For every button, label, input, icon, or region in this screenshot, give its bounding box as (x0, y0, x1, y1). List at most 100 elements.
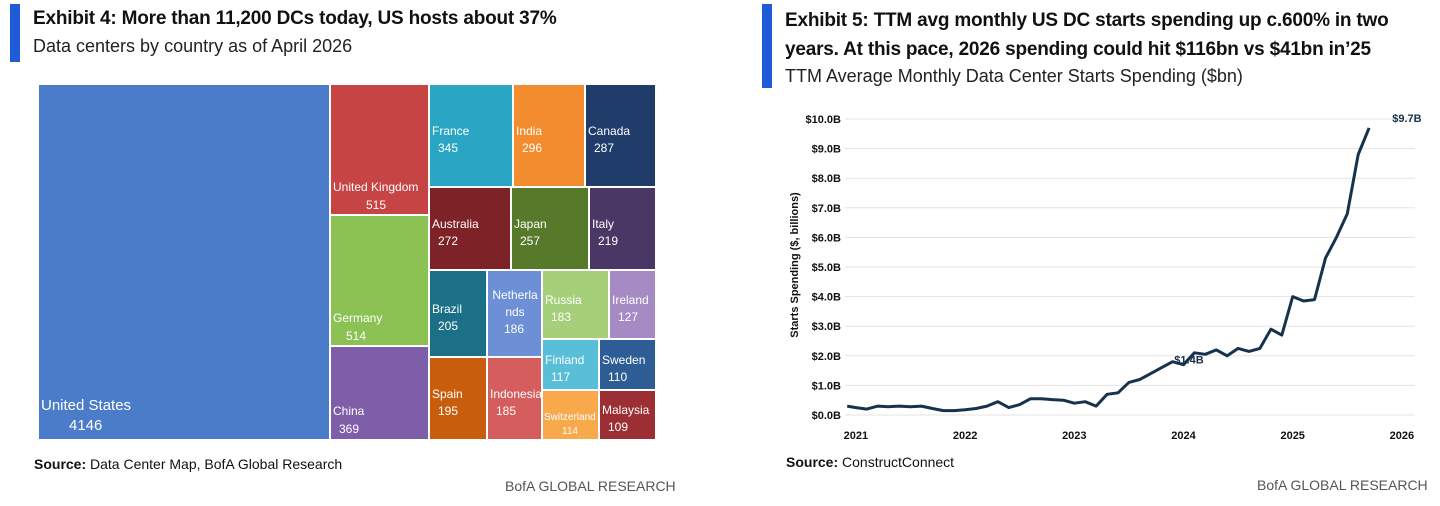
treemap-value: 4146 (69, 417, 103, 434)
y-axis-ticks: $0.0B $1.0B $2.0B $3.0B $4.0B $5.0B $6.0B $7.0B… (806, 114, 842, 422)
treemap-value: 195 (438, 404, 459, 418)
treemap-tile-brazil: Brazil 205 (429, 270, 487, 357)
treemap-tile-finland: Finland 117 (542, 339, 599, 390)
treemap-value: 287 (594, 141, 615, 155)
treemap-value: 183 (551, 310, 572, 324)
treemap-tile-france: France 345 (429, 84, 513, 187)
y-tick-label: $5.0B (812, 262, 841, 274)
treemap-tile-malaysia: Malaysia 109 (599, 390, 656, 440)
x-axis-ticks: 2021 2022 2023 2024 2025 2026 (844, 430, 1414, 442)
treemap-tile-ireland: Ireland 127 (609, 270, 656, 339)
brand-label: BofA GLOBAL RESEARCH (1257, 477, 1428, 493)
treemap-label: Sweden (602, 353, 646, 367)
treemap-chart: United States 4146 United Kingdom 515 German… (38, 84, 656, 440)
treemap-value: 219 (598, 234, 619, 248)
treemap-tile-australia: Australia 272 (429, 187, 511, 270)
treemap-label: Ireland (612, 293, 649, 307)
series-line (846, 127, 1371, 413)
treemap-tile-sweden: Sweden 110 (599, 339, 656, 390)
treemap-tile-russia: Russia 183 (542, 270, 609, 339)
treemap-value: 117 (551, 370, 571, 384)
source-label: Source: (786, 454, 839, 470)
exhibit-5-source: Source: ConstructConnect (786, 454, 954, 470)
y-tick-label: $0.0B (812, 410, 841, 422)
treemap-tile-united-kingdom: United Kingdom 515 (330, 84, 429, 215)
treemap-label: Finland (545, 353, 585, 367)
treemap-label: Australia (432, 217, 479, 231)
exhibit-4-subtitle: Data centers by country as of April 2026 (33, 36, 353, 56)
treemap-value: 272 (438, 234, 459, 248)
exhibit-5-subtitle: TTM Average Monthly Data Center Starts S… (785, 66, 1243, 86)
line-chart: $0.0B $1.0B $2.0B $3.0B $4.0B $5.0B $6.0B $7.0B… (789, 113, 1422, 442)
treemap-label: United States (41, 397, 132, 414)
y-tick-label: $1.0B (812, 380, 841, 392)
treemap-tile-india: India 296 (513, 84, 585, 187)
annotation-label: $9.7B (1392, 113, 1421, 125)
treemap-label: Indonesia (490, 387, 542, 401)
x-tick-label: 2022 (953, 430, 977, 442)
treemap-label: Switzerland (544, 412, 596, 423)
exhibit-4-panel: Exhibit 4: More than 11,200 DCs today, U… (10, 4, 676, 494)
treemap-tile-spain: Spain 195 (429, 357, 487, 440)
treemap-value: 205 (438, 319, 459, 333)
exhibit-4-title: Exhibit 4: More than 11,200 DCs today, U… (33, 8, 557, 29)
treemap-tile-china: China 369 (330, 346, 429, 440)
y-tick-label: $3.0B (812, 321, 841, 333)
treemap-value: 296 (522, 141, 543, 155)
treemap-label: France (432, 124, 470, 138)
treemap-tile-japan: Japan 257 (511, 187, 589, 270)
x-tick-label: 2024 (1171, 430, 1196, 442)
treemap-label: Malaysia (602, 403, 650, 417)
y-tick-label: $8.0B (812, 173, 841, 185)
treemap-value: 110 (608, 370, 628, 384)
treemap-value: 369 (339, 422, 360, 436)
exhibit-5-title-line1: Exhibit 5: TTM avg monthly US DC starts … (785, 10, 1389, 31)
treemap-value: 515 (366, 198, 387, 212)
treemap-value: 514 (346, 329, 367, 343)
treemap-label: Germany (333, 311, 383, 325)
treemap-tile-indonesia: Indonesia 185 (487, 357, 542, 440)
treemap-tile-switzerland: Switzerland 114 (542, 390, 599, 440)
y-axis-label: Starts Spending ($, billions) (789, 192, 801, 338)
treemap-label: Canada (588, 124, 631, 138)
y-tick-label: $4.0B (812, 292, 841, 304)
y-tick-label: $10.0B (806, 114, 842, 126)
y-tick-label: $6.0B (812, 232, 841, 244)
source-text: Data Center Map, BofA Global Research (90, 456, 343, 472)
exhibit-5-panel: Exhibit 5: TTM avg monthly US DC starts … (740, 0, 1440, 506)
source-label: Source: (34, 456, 87, 472)
treemap-tile-netherlands: Netherla nds 186 (487, 270, 542, 357)
x-tick-label: 2026 (1390, 430, 1414, 442)
annotation-label: $1.4B (1174, 355, 1203, 367)
x-tick-label: 2021 (844, 430, 868, 442)
y-tick-label: $9.0B (812, 144, 841, 156)
treemap-tile-united-states: United States 4146 (38, 84, 330, 440)
treemap-label: China (333, 404, 365, 418)
y-tick-label: $7.0B (812, 203, 841, 215)
exhibit-5-title-line2: years. At this pace, 2026 spending could… (785, 39, 1371, 60)
treemap-value: 185 (496, 404, 517, 418)
grid-lines (845, 118, 1415, 416)
accent-bar (10, 4, 20, 62)
y-tick-label: $2.0B (812, 351, 841, 363)
treemap-value: 127 (618, 310, 639, 324)
x-tick-label: 2025 (1280, 430, 1304, 442)
source-text: ConstructConnect (842, 454, 955, 470)
x-tick-label: 2023 (1062, 430, 1086, 442)
treemap-label: Italy (592, 217, 615, 231)
treemap-label: Russia (545, 293, 582, 307)
treemap-tile-germany: Germany 514 (330, 215, 429, 346)
treemap-label: India (516, 124, 543, 138)
treemap-value: 109 (608, 420, 629, 434)
accent-bar (762, 4, 772, 88)
treemap-value: 114 (562, 426, 578, 437)
treemap-label: Japan (514, 217, 547, 231)
treemap-value: 257 (520, 234, 541, 248)
treemap-tile-italy: Italy 219 (589, 187, 656, 270)
treemap-value: 345 (438, 141, 459, 155)
treemap-label: United Kingdom (333, 180, 419, 194)
treemap-label: Netherla nds (492, 288, 538, 319)
treemap-tile-canada: Canada 287 (585, 84, 656, 187)
annotations: $1.4B $9.7B (1174, 113, 1421, 367)
treemap-label: Brazil (432, 302, 463, 316)
